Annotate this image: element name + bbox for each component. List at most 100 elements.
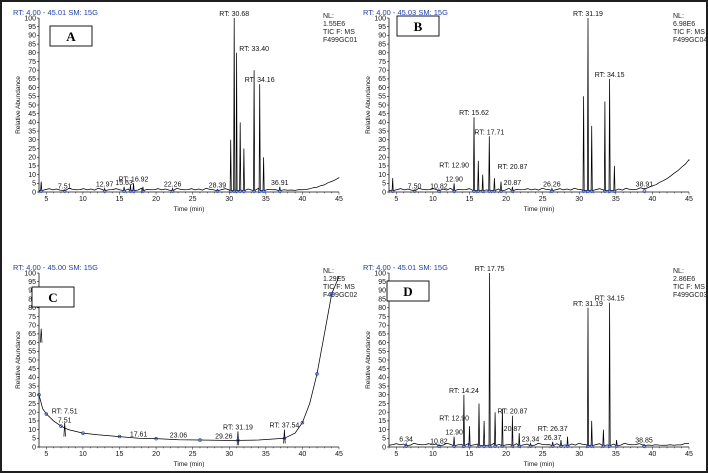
x-tick-label: 10 <box>79 451 87 458</box>
integration-marker <box>198 438 202 442</box>
panel-label-frame <box>396 15 440 37</box>
y-tick-label: 75 <box>378 59 386 66</box>
y-tick-label: 55 <box>378 349 386 356</box>
x-tick-label: 25 <box>189 451 197 458</box>
x-tick-label: 40 <box>649 196 657 203</box>
x-tick-label: 30 <box>225 196 233 203</box>
integration-marker <box>37 393 41 397</box>
y-tick-label: 20 <box>378 155 386 162</box>
y-tick-label: 0 <box>32 444 36 451</box>
info-line: 1.29E5 <box>323 276 345 283</box>
y-tick-label: 50 <box>28 102 36 109</box>
y-tick-label: 60 <box>378 85 386 92</box>
x-tick-label: 20 <box>152 196 160 203</box>
y-tick-label: 65 <box>378 76 386 83</box>
integration-marker <box>329 292 334 296</box>
peak-label: RT: 31.19 <box>223 424 253 431</box>
y-tick-label: 10 <box>28 427 36 434</box>
integration-marker <box>467 444 472 448</box>
x-tick-label: 35 <box>262 451 270 458</box>
integration-marker <box>500 444 505 448</box>
integration-marker <box>300 420 305 425</box>
y-tick-label: 10 <box>378 172 386 179</box>
integration-marker <box>404 444 408 448</box>
chromatogram-panel-b: RT: 4.00 - 45.03 SM: 15G NL: 6.98E6 TIC F: … <box>356 6 707 214</box>
info-line: F499GC01 <box>323 37 357 44</box>
x-tick-label: 40 <box>649 451 657 458</box>
panel-label-box: C <box>31 286 75 308</box>
y-tick-label: 60 <box>378 340 386 347</box>
info-line: TIC F: MS <box>323 284 355 291</box>
y-tick-label: 90 <box>378 288 386 295</box>
integration-marker <box>437 189 441 193</box>
y-tick-label: 20 <box>378 410 386 417</box>
peak-label: 10.82 <box>430 438 448 445</box>
integration-marker <box>452 189 456 193</box>
y-tick-label: 25 <box>378 401 386 408</box>
integration-marker <box>510 189 515 193</box>
y-tick-label: 85 <box>28 41 36 48</box>
x-tick-label: 30 <box>225 451 233 458</box>
panel-label-frame <box>386 280 430 302</box>
y-tick-label: 65 <box>28 331 36 338</box>
y-tick-label: 5 <box>382 436 386 443</box>
info-line: TIC F: MS <box>323 29 355 36</box>
y-tick-label: 30 <box>28 137 36 144</box>
peak-label: 26.37 <box>544 435 562 442</box>
integration-marker <box>559 444 563 448</box>
y-tick-label: 20 <box>28 155 36 162</box>
y-tick-label: 55 <box>28 349 36 356</box>
panel-label-frame <box>49 25 93 47</box>
panel-label-box: D <box>386 280 430 302</box>
panel-label-frame <box>31 286 75 308</box>
peak-label: RT: 37.54 <box>269 423 299 430</box>
y-tick-label: 100 <box>24 15 36 22</box>
y-tick-label: 40 <box>28 375 36 382</box>
integration-marker <box>603 189 607 193</box>
chromatogram-panel-d: RT: 4.00 - 45.01 SM: 15G NL: 2.86E6 TIC F: … <box>356 261 707 469</box>
tic-trace <box>388 17 690 192</box>
y-tick-label: 80 <box>28 50 36 57</box>
y-tick-label: 100 <box>374 15 386 22</box>
y-tick-label: 35 <box>378 383 386 390</box>
integration-marker <box>480 189 485 193</box>
x-tick-label: 35 <box>262 196 270 203</box>
y-tick-label: 80 <box>378 305 386 312</box>
chromatogram-panel-a: RT: 4.00 - 45.01 SM: 15G NL: 1.55E6 TIC F: … <box>6 6 357 214</box>
peak-label: 10.82 <box>430 183 448 190</box>
peak-label: RT: 33.40 <box>239 46 269 53</box>
spike-peak <box>40 328 43 343</box>
x-axis-title: Time (min) <box>174 461 205 468</box>
peak-label: 28.39 <box>209 182 227 189</box>
y-tick-label: 35 <box>28 383 36 390</box>
integration-marker <box>612 189 617 193</box>
integration-marker <box>234 189 239 193</box>
integration-marker <box>589 189 594 193</box>
scan-range-header: RT: 4.00 - 45.03 SM: 15G <box>363 8 448 17</box>
y-tick-label: 100 <box>374 270 386 277</box>
x-tick-label: 45 <box>685 196 693 203</box>
peak-label: 6.34 <box>399 437 413 444</box>
y-tick-label: 15 <box>28 163 36 170</box>
peak-label: RT: 17.71 <box>474 129 504 136</box>
peak-label: 15.63 <box>115 180 133 187</box>
peak-label: RT: 16.92 <box>119 176 149 183</box>
integration-marker <box>242 189 246 193</box>
info-line: NL: <box>323 268 334 275</box>
integration-marker <box>278 189 282 193</box>
y-tick-label: 55 <box>378 94 386 101</box>
panel-label: D <box>403 284 412 299</box>
x-tick-label: 20 <box>152 451 160 458</box>
y-tick-label: 40 <box>378 120 386 127</box>
peak-label: RT: 34.16 <box>245 77 275 84</box>
y-tick-label: 5 <box>382 181 386 188</box>
integration-marker <box>437 444 441 448</box>
x-tick-label: 35 <box>612 196 620 203</box>
x-tick-label: 5 <box>394 196 398 203</box>
x-axis-title: Time (min) <box>524 206 555 213</box>
integration-marker <box>252 189 256 193</box>
y-tick-label: 55 <box>28 94 36 101</box>
y-tick-label: 5 <box>32 436 36 443</box>
